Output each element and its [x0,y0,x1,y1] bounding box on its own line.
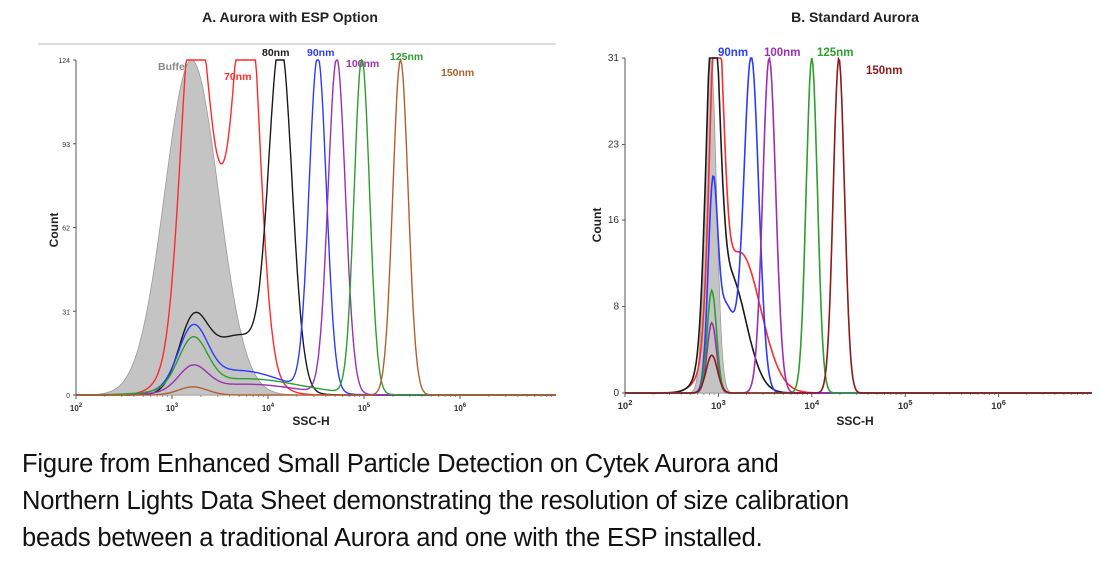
figure: A. Aurora with ESP Option Count SSC-H Bu… [38,9,1092,428]
x-tick-label: 102 [70,403,83,413]
y-tick-label: 31 [62,309,70,316]
panel-b-ylabel: Count [590,208,604,243]
panel-b-chart: B. Standard Aurora Count SSC-H 90nm 100n… [590,9,1092,428]
series-buffer-area [625,58,1092,394]
panel-b-title: B. Standard Aurora [791,9,919,25]
label-125nm: 125nm [390,51,423,63]
x-tick-label: 105 [898,398,913,412]
x-tick-label: 104 [804,398,820,412]
caption-line: beads between a traditional Aurora and o… [22,524,763,552]
figure-caption: Figure from Enhanced Small Particle Dete… [22,446,1107,557]
y-tick-label: 16 [608,215,620,226]
x-tick-label: 105 [358,403,371,413]
label-100nm: 100nm [764,47,800,59]
caption-line: Northern Lights Data Sheet demonstrating… [22,487,849,515]
x-tick-label: 106 [991,398,1006,412]
series-buffer-area [76,59,556,396]
label-80nm: 80nm [262,47,289,59]
y-tick-label: 31 [608,53,620,64]
label-70nm: 70nm [224,71,251,83]
y-tick-label: 0 [66,393,70,400]
x-tick-label: 104 [262,403,275,413]
panel-b-legend-labels: 90nm 100nm 125nm 150nm [718,47,902,77]
series-90nm-line [625,57,1092,394]
series-125nm-line [625,57,1092,394]
panel-a-xlabel: SSC-H [292,414,329,428]
y-tick-label: 23 [608,139,620,150]
series-line-1-line [625,57,1092,394]
y-tick-label: 8 [613,302,619,313]
x-tick-label: 106 [454,403,467,413]
label-90nm: 90nm [718,47,748,59]
panel-a-legend-labels: Buffer 70nm 80nm 90nm 100nm 125nm 150nm [158,47,474,83]
y-tick-label: 93 [62,142,70,149]
label-150nm: 150nm [441,67,474,79]
x-tick-label: 102 [618,398,633,412]
series-150nm-line [76,57,556,396]
y-tick-label: 62 [62,226,70,233]
series-line-2-line [625,57,1092,394]
x-tick-label: 103 [166,403,179,413]
panel-a-chart: A. Aurora with ESP Option Count SSC-H Bu… [38,9,556,428]
y-tick-label: 0 [613,388,619,399]
caption-line: Figure from Enhanced Small Particle Dete… [22,450,779,478]
label-125nm: 125nm [817,47,853,59]
panel-a-ylabel: Count [47,213,61,248]
panel-b-xlabel: SSC-H [836,414,873,428]
y-tick-label: 124 [58,58,70,65]
panel-a-title: A. Aurora with ESP Option [202,9,378,25]
label-buffer: Buffer [158,61,189,73]
series-100nm-line [625,55,1092,394]
x-tick-label: 103 [711,398,726,412]
label-90nm: 90nm [307,47,334,59]
label-150nm: 150nm [866,65,902,77]
series-150nm-line [625,56,1092,394]
